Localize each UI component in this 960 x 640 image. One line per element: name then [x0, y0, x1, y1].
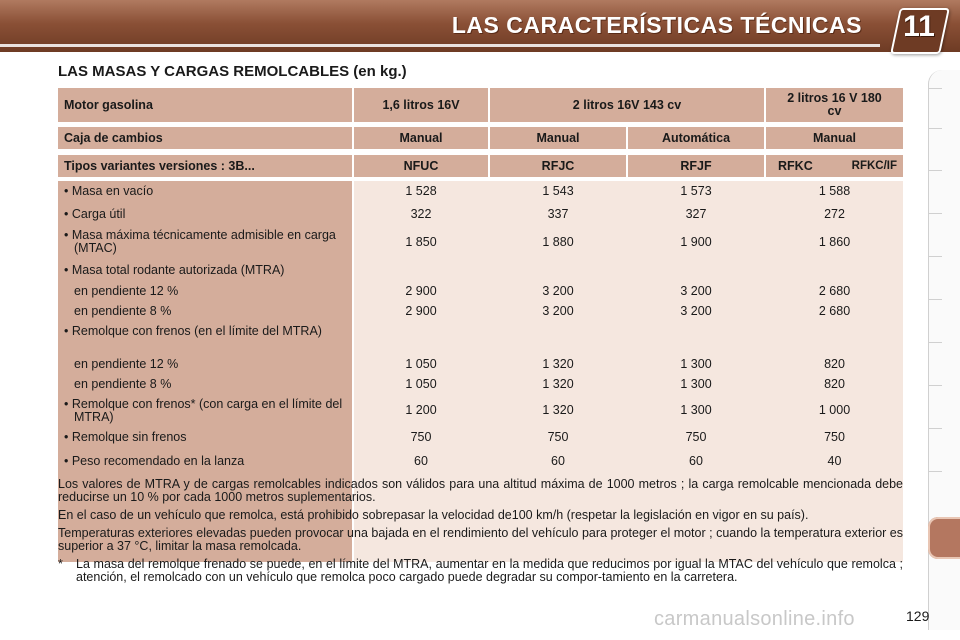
row-value: 60 — [551, 454, 565, 468]
row-value: 1 860 — [818, 235, 851, 249]
row-value: 820 — [824, 357, 845, 371]
row-label: en pendiente 12 % — [74, 357, 179, 371]
thumb-index-tick — [928, 256, 942, 257]
header-cell: NFUC — [354, 155, 488, 177]
row-value: 322 — [410, 207, 432, 221]
header-cell: 2 litros 16V 143 cv — [490, 88, 764, 122]
row-value: 1 300 — [680, 377, 712, 391]
row-label: • Masa total rodante autorizada (MTRA) — [64, 263, 285, 277]
row-value: 2 680 — [818, 304, 851, 318]
row-label: • Carga útil — [64, 207, 126, 221]
row-value: 1 050 — [405, 357, 437, 371]
row-value: 1 320 — [542, 357, 574, 371]
thumb-index-tick — [928, 428, 942, 429]
thumb-index-tick — [928, 385, 942, 386]
row-value: 2 900 — [405, 284, 437, 298]
row-value: 750 — [685, 430, 707, 444]
row-value: 337 — [547, 207, 569, 221]
row-value: 60 — [689, 454, 703, 468]
row-value: 3 200 — [542, 304, 574, 318]
section-title: LAS MASAS Y CARGAS REMOLCABLES (en kg.) — [58, 63, 407, 80]
row-value: 1 320 — [542, 403, 574, 417]
row-value: 750 — [547, 430, 569, 444]
header-cell: 2 litros 16 V 180 cv — [766, 88, 903, 122]
header-cell: 1,6 litros 16V — [354, 88, 488, 122]
note-paragraph: Temperaturas exteriores elevadas pueden … — [58, 526, 903, 553]
row-value: 1 880 — [542, 235, 574, 249]
row-label: • Masa en vacío — [64, 184, 154, 198]
chapter-number: 11 — [903, 10, 935, 43]
header-cell: RFJF — [628, 155, 764, 177]
row-value: 60 — [414, 454, 428, 468]
row-value: 2 680 — [818, 284, 851, 298]
row-value: 1 588 — [818, 184, 851, 198]
header-cell: Motor gasolina — [58, 88, 352, 122]
thumb-index-tick — [928, 342, 942, 343]
row-value: 3 200 — [680, 284, 712, 298]
footnote: * La masa del remolque frenado se puede,… — [58, 558, 903, 584]
row-value: 1 528 — [405, 184, 437, 198]
header-cell: Manual — [354, 127, 488, 149]
row-value: 1 573 — [680, 184, 712, 198]
row-value: 1 300 — [680, 403, 712, 417]
header-cell: RFKC — [778, 158, 813, 173]
header-band — [0, 0, 960, 52]
row-value: 750 — [824, 430, 845, 444]
table-body-values-bg — [354, 181, 903, 562]
thumb-index-tick — [928, 170, 942, 171]
footnote-text: La masa del remolque frenado se puede, e… — [76, 557, 903, 584]
thumb-index-tick — [928, 213, 942, 214]
row-value: 1 543 — [542, 184, 574, 198]
row-value: 1 000 — [818, 403, 851, 417]
thumb-index-tick — [928, 88, 942, 89]
row-label: en pendiente 8 % — [74, 304, 172, 318]
note-paragraph: Los valores de MTRA y de cargas remolcab… — [58, 477, 903, 504]
row-value: 2 900 — [405, 304, 437, 318]
row-value: 1 050 — [405, 377, 437, 391]
row-label: en pendiente 12 % — [74, 284, 179, 298]
footnote-mark: * — [58, 557, 63, 571]
row-label: • Masa máxima técnicamente admisible en … — [64, 228, 336, 255]
page-title: LAS CARACTERÍSTICAS TÉCNICAS — [451, 12, 862, 38]
note-paragraph: En el caso de un vehículo que remolca, e… — [58, 508, 809, 522]
row-value: 1 300 — [680, 357, 712, 371]
thumb-index-tick — [928, 128, 942, 129]
row-value: 1 900 — [680, 235, 712, 249]
thumb-index-tick — [928, 471, 942, 472]
row-value: 272 — [824, 207, 845, 221]
header-cell: Caja de cambios — [58, 127, 352, 149]
header-cell: Automática — [628, 127, 764, 149]
row-label: • Remolque con frenos (en el límite del … — [64, 324, 322, 338]
notes-block: Los valores de MTRA y de cargas remolcab… — [58, 478, 903, 584]
header-stripe — [0, 44, 880, 47]
header-cell: Manual — [490, 127, 626, 149]
row-label: • Remolque con frenos* (con carga en el … — [64, 397, 343, 424]
row-value: 327 — [685, 207, 707, 221]
thumb-index-tick — [928, 299, 942, 300]
row-value: 3 200 — [680, 304, 712, 318]
header-cell: RFJC — [490, 155, 626, 177]
row-value: 40 — [827, 454, 842, 468]
header-cell: Manual — [766, 127, 903, 149]
row-label: • Remolque sin frenos — [64, 430, 187, 444]
row-value: 750 — [410, 430, 432, 444]
watermark: carmanualsonline.info — [654, 608, 855, 630]
table-body-labels-bg — [58, 181, 352, 562]
row-value: 1 320 — [542, 377, 574, 391]
page-number: 129 — [906, 608, 930, 624]
row-label: en pendiente 8 % — [74, 377, 172, 391]
row-value: 1 200 — [405, 403, 437, 417]
header-cell: RFKC/IF — [851, 159, 897, 172]
thumb-index-tab-active[interactable] — [928, 517, 960, 559]
header-cell: Tipos variantes versiones : 3B... — [58, 155, 352, 177]
row-value: 3 200 — [542, 284, 574, 298]
row-value: 1 850 — [405, 235, 437, 249]
row-value: 820 — [824, 377, 845, 391]
header-cell-split: RFKC RFKC/IF — [766, 155, 903, 177]
row-label: • Peso recomendado en la lanza — [64, 454, 245, 468]
